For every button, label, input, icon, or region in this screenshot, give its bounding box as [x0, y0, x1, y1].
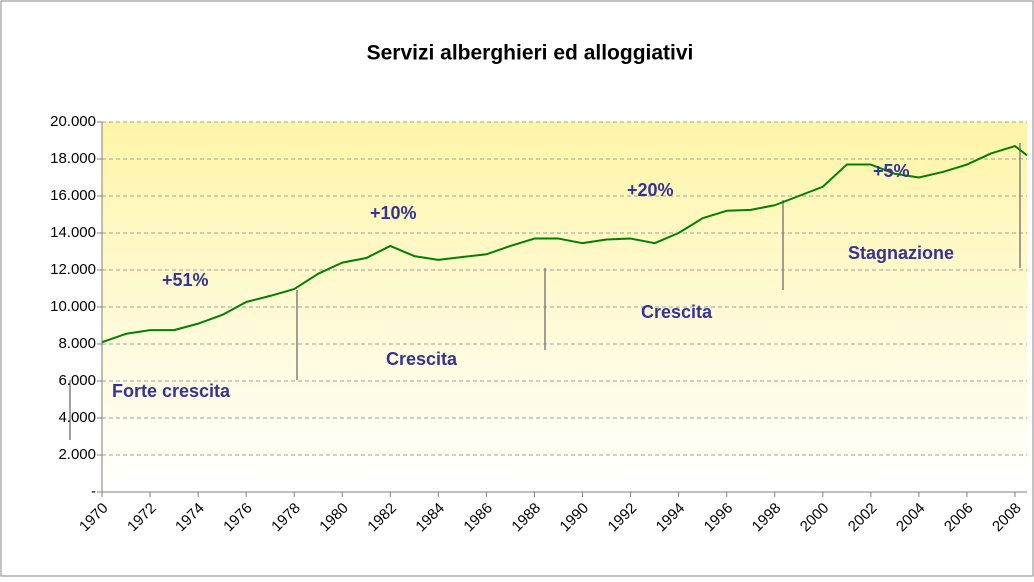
- y-tick-label: 20.000: [50, 113, 96, 130]
- annotation: +10%: [370, 203, 417, 223]
- annotation: Crescita: [386, 349, 458, 369]
- y-tick-label: 18.000: [50, 150, 96, 167]
- y-tick-label: 14.000: [50, 224, 96, 241]
- dividers: [69, 143, 1021, 440]
- y-tick-label: 4.000: [58, 409, 96, 426]
- y-tick-label: 10.000: [50, 298, 96, 315]
- y-tick-label: 8.000: [58, 335, 96, 352]
- annotation: +20%: [627, 180, 674, 200]
- y-tick-label: -: [91, 483, 96, 500]
- annotation: Crescita: [641, 302, 713, 322]
- y-tick-label: 6.000: [58, 372, 96, 389]
- annotation: Forte crescita: [112, 381, 231, 401]
- annotation: +51%: [162, 270, 209, 290]
- chart-title: Servizi alberghieri ed alloggiativi: [367, 42, 694, 65]
- annotation: +5%: [873, 161, 910, 181]
- y-tick-label: 12.000: [50, 261, 96, 278]
- line: [101, 145, 1028, 344]
- y-tick-label: 2.000: [58, 446, 96, 463]
- annotation: Stagnazione: [848, 243, 954, 263]
- y-tick-label: 16.000: [50, 187, 96, 204]
